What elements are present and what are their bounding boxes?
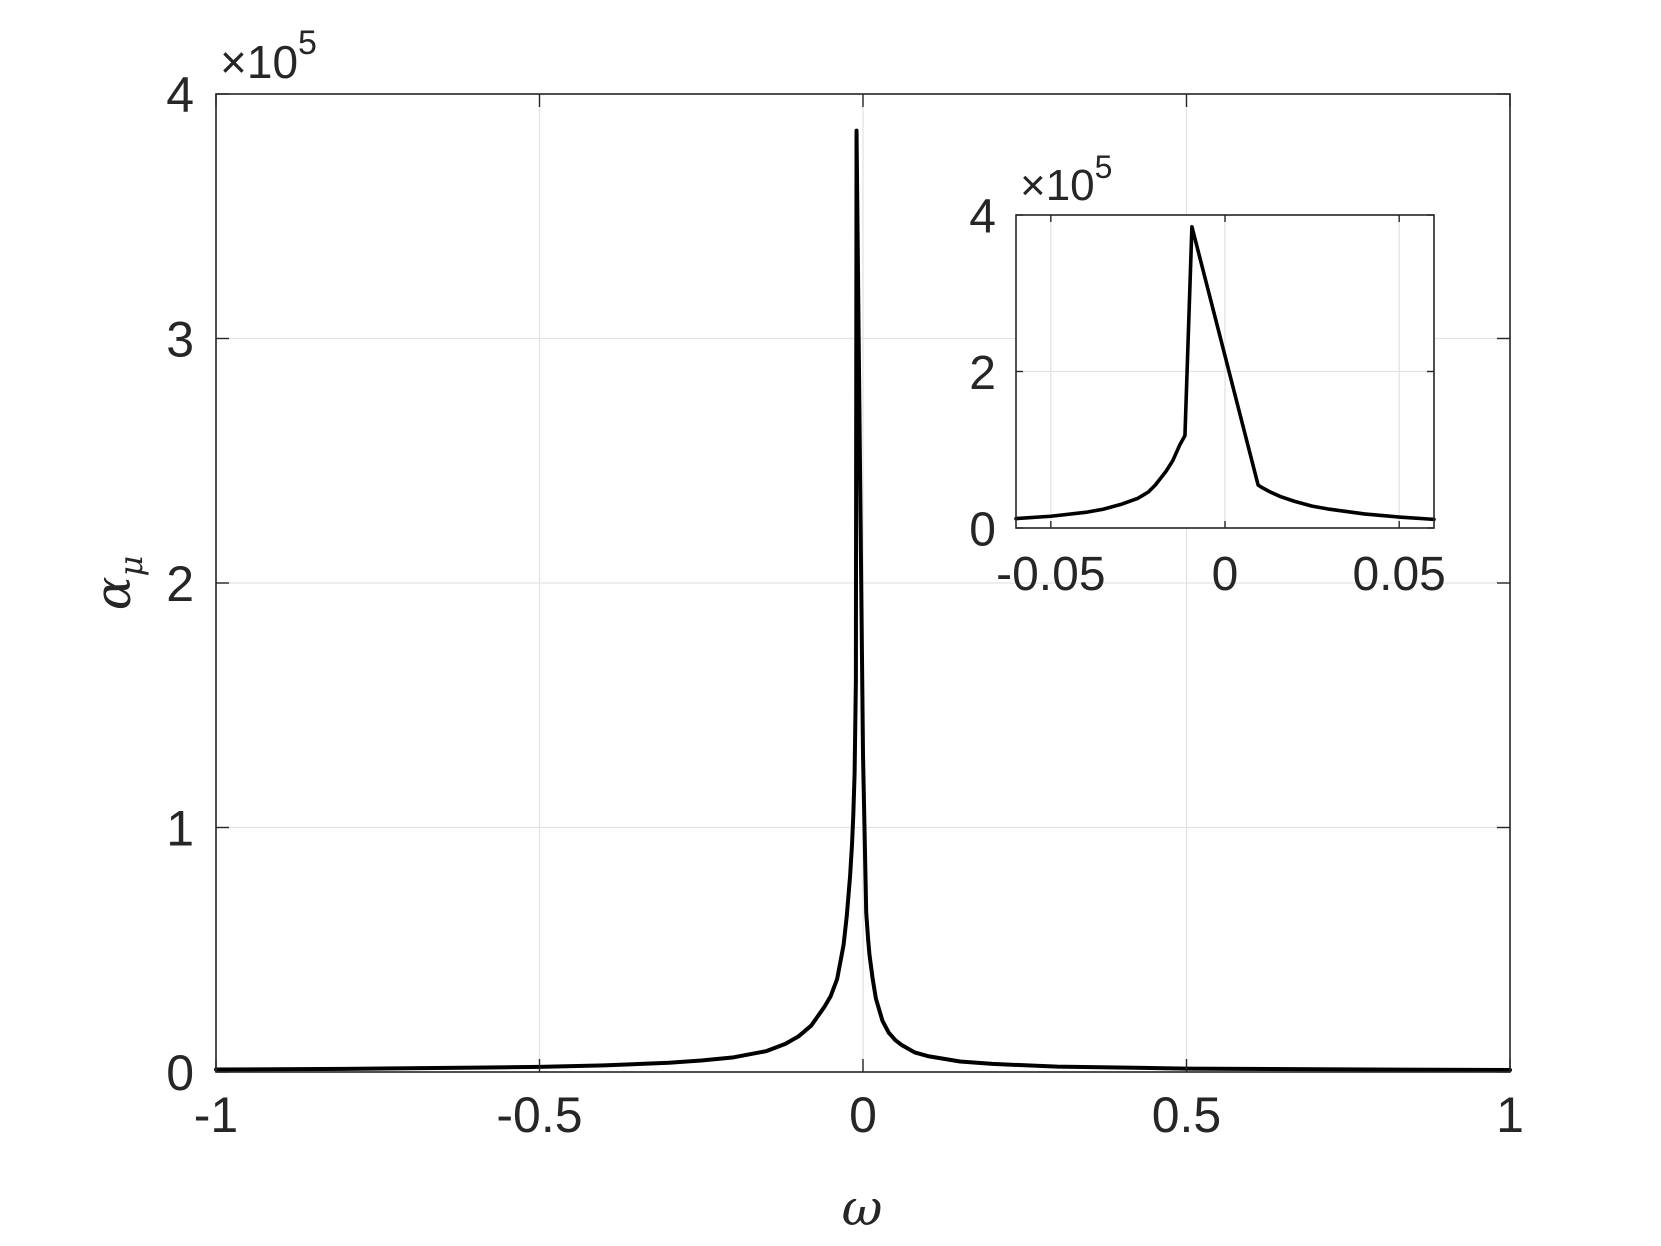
inset-ticks <box>1016 214 1434 529</box>
inset-y-tick-label: 0 <box>969 503 996 556</box>
inset-y-tick-label: 2 <box>969 347 996 400</box>
main-x-axis-label: ω <box>842 1179 883 1237</box>
inset-x-tick-label: 0 <box>1212 548 1239 601</box>
main-y-tick-label: 4 <box>166 67 194 123</box>
inset-y-exponent: ×105 <box>1020 149 1112 210</box>
main-data-line <box>214 128 1512 1073</box>
main-x-tick-label: 0 <box>849 1087 877 1143</box>
main-y-tick-label: 0 <box>166 1045 194 1101</box>
inset-x-tick-label: 0.05 <box>1352 548 1445 601</box>
main-y-tick-label: 1 <box>166 801 194 857</box>
inset-y-tick-label: 4 <box>969 190 996 243</box>
main-y-exponent: ×105 <box>220 24 317 88</box>
main-ticks <box>215 93 1511 1073</box>
inset-x-tick-label: -0.05 <box>996 548 1105 601</box>
inset-x-tick-labels: -0.05 0 0.05 <box>996 548 1446 601</box>
inset-series-line <box>1014 224 1436 522</box>
main-x-tick-label: -1 <box>194 1087 238 1143</box>
main-series-line <box>214 128 1512 1073</box>
main-chart: -1 -0.5 0 0.5 1 0 1 2 3 4 ×105 ω αμ <box>84 24 1524 1237</box>
main-y-axis-label: αμ <box>84 556 150 611</box>
main-x-tick-label: 1 <box>1496 1087 1524 1143</box>
inset-data-line <box>1014 224 1436 522</box>
main-y-tick-label: 2 <box>166 556 194 612</box>
main-y-tick-labels: 0 1 2 3 4 <box>166 67 194 1101</box>
main-y-tick-label: 3 <box>166 312 194 368</box>
main-x-tick-label: 0.5 <box>1152 1087 1222 1143</box>
main-x-tick-labels: -1 -0.5 0 0.5 1 <box>194 1087 1524 1143</box>
main-x-tick-label: -0.5 <box>496 1087 582 1143</box>
inset-y-tick-labels: 0 2 4 <box>969 190 996 556</box>
inset-chart: -0.05 0 0.05 024 ×105 <box>969 149 1446 601</box>
